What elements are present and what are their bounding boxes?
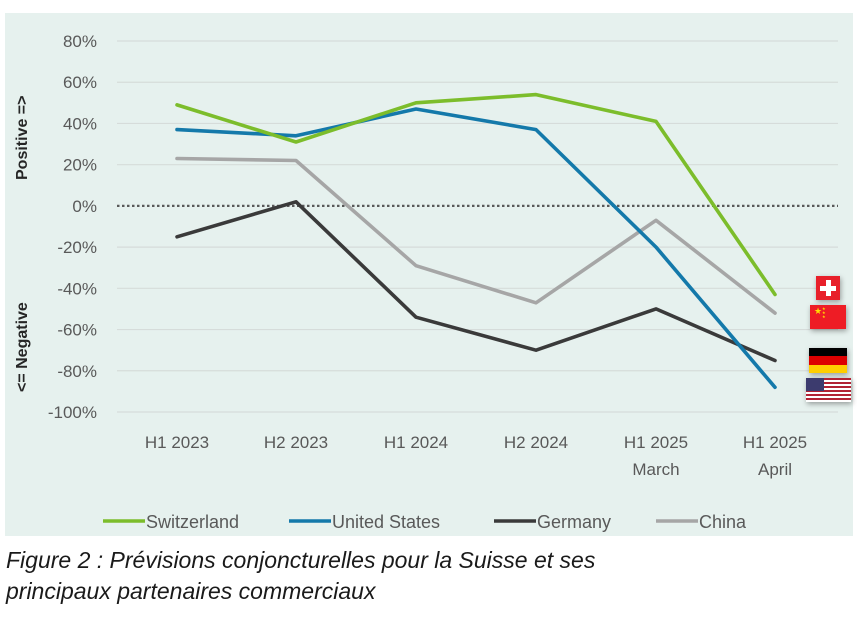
legend-item-switzerland: Switzerland — [103, 512, 239, 532]
series-line-china — [175, 156, 777, 315]
y-axis-tick-labels: 80% 60% 40% 20% 0% -20% -40% -60% -80% -100% — [48, 32, 97, 422]
y-tick-label: 80% — [63, 32, 97, 51]
legend-item-germany: Germany — [494, 512, 611, 532]
legend-item-united-states: United States — [289, 512, 440, 532]
flag-germany-icon — [809, 348, 847, 373]
y-tick-label: -40% — [57, 279, 97, 298]
x-tick-label: H1 2025 — [743, 433, 807, 452]
x-tick-label: H1 2024 — [384, 433, 448, 452]
legend-label: Germany — [537, 512, 611, 532]
caption-line-2: principaux partenaires commerciaux — [6, 578, 376, 604]
flag-united-states-icon — [806, 378, 851, 402]
series-line-germany — [175, 200, 777, 363]
figure-caption: Figure 2 : Prévisions conjoncturelles po… — [6, 545, 851, 607]
y-tick-label: -60% — [57, 321, 97, 340]
y-tick-label: 60% — [63, 73, 97, 92]
y-axis-label-negative: <= Negative — [14, 302, 31, 392]
legend-label: China — [699, 512, 747, 532]
legend-label: Switzerland — [146, 512, 239, 532]
legend-label: United States — [332, 512, 440, 532]
flag-switzerland-icon — [816, 276, 840, 300]
legend: Switzerland United States Germany China — [103, 512, 747, 532]
y-tick-label: 40% — [63, 114, 97, 133]
series-line-united-states — [175, 107, 777, 390]
x-tick-label: H1 2025 — [624, 433, 688, 452]
y-tick-label: 20% — [63, 156, 97, 175]
x-tick-label: April — [758, 460, 792, 479]
y-tick-label: -80% — [57, 362, 97, 381]
legend-item-china: China — [656, 512, 747, 532]
y-tick-label: 0% — [72, 197, 97, 216]
x-tick-label: H2 2023 — [264, 433, 328, 452]
series-line-switzerland — [175, 92, 777, 297]
flag-china-icon: ★ ★ ★ ★ — [810, 305, 846, 329]
x-tick-label: H1 2023 — [145, 433, 209, 452]
line-chart: 80% 60% 40% 20% 0% -20% -40% -60% -80% -100% H1 2… — [14, 32, 838, 532]
y-axis-label-positive: Positive => — [14, 96, 31, 181]
x-tick-label: H2 2024 — [504, 433, 568, 452]
x-axis-tick-labels: H1 2023 H2 2023 H1 2024 H2 2024 H1 2025 March… — [145, 433, 807, 479]
series-lines — [175, 92, 777, 390]
y-tick-label: -20% — [57, 238, 97, 257]
caption-line-1: Figure 2 : Prévisions conjoncturelles po… — [6, 547, 596, 573]
y-tick-label: -100% — [48, 403, 97, 422]
x-tick-label: March — [632, 460, 679, 479]
